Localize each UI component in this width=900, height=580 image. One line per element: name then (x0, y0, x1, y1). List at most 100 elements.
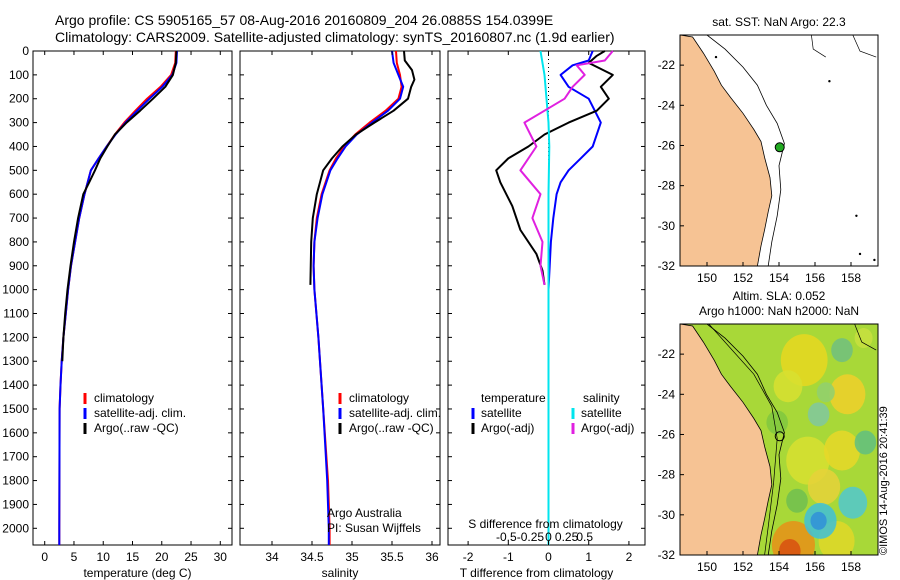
difference-legend-label: Argo(-adj) (481, 421, 534, 435)
y-tick-label: 1900 (2, 497, 29, 511)
y-tick-label: 600 (9, 187, 29, 201)
y-tick-label: 1100 (3, 307, 29, 321)
temperature-legend-label: climatology (94, 391, 154, 405)
secondary-tick-label: 0.5 (576, 530, 593, 544)
sla-anomaly-patch (838, 486, 868, 519)
land-area (680, 324, 773, 555)
y-tick-label: 1600 (2, 426, 29, 440)
y-tick-label: 1400 (2, 378, 29, 392)
secondary-tick-label: 0 (545, 530, 552, 544)
map-y-tick-label: -24 (658, 98, 676, 112)
series-line-climatology (58, 50, 177, 545)
x-tick-label: 35.5 (380, 550, 404, 564)
sst-map-title: sat. SST: NaN Argo: 22.3 (712, 15, 846, 29)
reef-dot (873, 258, 876, 262)
y-tick-label: 1000 (2, 283, 29, 297)
map-y-tick-label: -30 (658, 508, 676, 522)
y-tick-label: 1300 (2, 354, 29, 368)
y-tick-label: 500 (9, 163, 29, 177)
y-tick-label: 1500 (2, 402, 29, 416)
y-tick-label: 100 (9, 68, 29, 82)
series-line-t-argo (495, 50, 614, 286)
map-y-tick-label: -26 (658, 427, 676, 441)
series-line-t-satellite (547, 50, 602, 545)
timestamp-text: ©IMOS 14-Aug-2016 20:41:39 (878, 406, 890, 555)
difference-panel-frame (447, 50, 646, 546)
y-tick-label: 200 (9, 92, 29, 106)
salinity-panel-frame (239, 50, 441, 546)
map-y-tick-label: -28 (658, 468, 676, 482)
x-tick-label: 25 (184, 550, 198, 564)
x-tick-label: 10 (97, 550, 111, 564)
difference-legend-label: satellite (481, 406, 522, 420)
x-tick-label: 30 (214, 550, 228, 564)
salinity-legend-label: climatology (349, 391, 409, 405)
map-y-tick-label: -24 (658, 387, 676, 401)
reef-dot (714, 55, 718, 59)
isobath-line (811, 34, 826, 58)
sla-anomaly-patch (824, 430, 860, 471)
y-tick-label: 1800 (2, 474, 29, 488)
x-axis-label: temperature (deg C) (83, 566, 191, 580)
secondary-tick-label: 0.25 (555, 530, 579, 544)
map-x-tick-label: 156 (805, 560, 825, 574)
argo-float-marker (774, 142, 785, 153)
map-y-tick-label: -32 (658, 259, 676, 273)
y-tick-label: 800 (9, 235, 29, 249)
isobath-line (706, 324, 785, 555)
isobath-line (854, 324, 877, 351)
map-y-tick-label: -22 (658, 347, 676, 361)
y-tick-label: 1700 (2, 450, 29, 464)
map-y-tick-label: -26 (658, 138, 676, 152)
series-line-argo-raw-qc- (61, 50, 178, 362)
sla-anomaly-patch (829, 374, 866, 415)
x-tick-label: 35 (345, 550, 359, 564)
x-tick-label: 5 (71, 550, 78, 564)
sla-anomaly-patch (766, 410, 788, 435)
map-x-tick-label: 152 (733, 271, 753, 285)
temperature-legend-label: Argo(..raw -QC) (94, 421, 179, 435)
x-tick-label: 0 (545, 550, 552, 564)
map-y-tick-label: -30 (658, 219, 676, 233)
series-line-satellite-adj-clim- (58, 50, 178, 545)
argo-float-marker (774, 431, 785, 442)
sla-anomaly-patch (816, 382, 835, 403)
annotation-text: PI: Susan Wijffels (327, 521, 421, 535)
y-tick-label: 700 (9, 211, 29, 225)
sla-map-subtitle: Argo h1000: NaN h2000: NaN (699, 304, 859, 318)
secondary-tick-label: -0.25 (517, 530, 545, 544)
series-line-argo-raw-qc- (309, 50, 416, 285)
salinity-legend-label: satellite-adj. clim. (349, 406, 441, 420)
x-tick-label: 34 (265, 550, 279, 564)
series-line-s-argo (519, 50, 614, 286)
x-tick-label: -2 (463, 550, 474, 564)
annotation-text: Argo Australia (327, 506, 402, 520)
map-x-tick-label: 150 (697, 271, 717, 285)
sla-anomaly-patch (854, 430, 877, 455)
difference-legend-label: satellite (581, 406, 622, 420)
x-tick-label: 0 (41, 550, 48, 564)
y-tick-label: 2000 (2, 521, 29, 535)
isobath-line (852, 34, 877, 58)
y-tick-label: 0 (22, 44, 29, 58)
sla-map-title: Altim. SLA: 0.052 (733, 289, 826, 303)
x-tick-label: 2 (626, 550, 633, 564)
x-axis-label: T difference from climatology (460, 566, 614, 580)
reef-dot (858, 252, 862, 256)
sla-anomaly-patch (779, 538, 801, 555)
map-x-tick-label: 156 (805, 271, 825, 285)
x-tick-label: -1 (503, 550, 514, 564)
isobath-line (708, 324, 778, 555)
temperature-legend-label: satellite-adj. clim. (94, 406, 186, 420)
series-line-satellite-adj-clim- (312, 50, 405, 545)
sla-anomaly-patch (854, 328, 873, 349)
salinity-legend-label: Argo(..raw -QC) (349, 421, 434, 435)
secondary-tick-label: -0.5 (496, 530, 517, 544)
y-tick-label: 900 (9, 259, 29, 273)
difference-legend-label: Argo(-adj) (581, 421, 634, 435)
y-tick-label: 1200 (2, 330, 29, 344)
map-y-tick-label: -32 (658, 548, 676, 562)
map-x-tick-label: 154 (769, 560, 789, 574)
x-tick-label: 15 (126, 550, 140, 564)
